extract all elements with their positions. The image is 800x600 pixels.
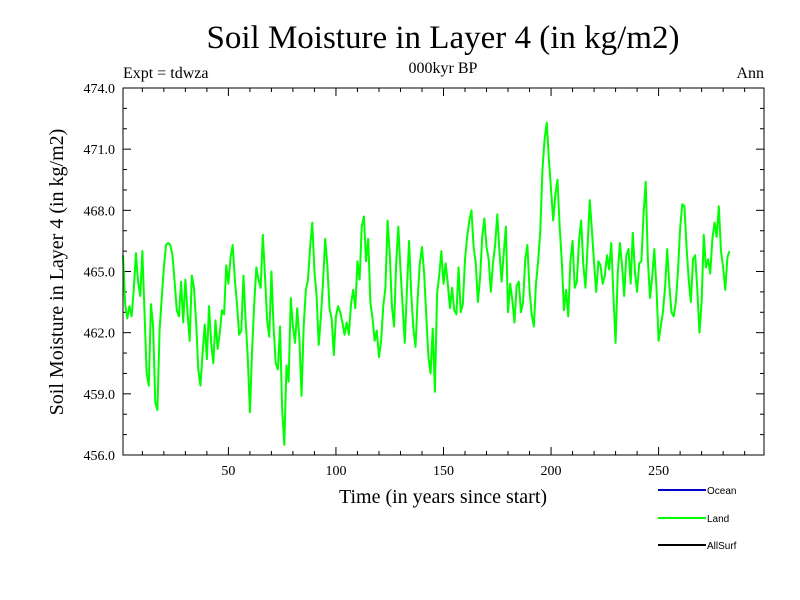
x-tick-label: 250 [648, 464, 669, 479]
x-axis-label: Time (in years since start) [339, 486, 547, 508]
y-tick-label: 474.0 [84, 82, 116, 97]
series-layer [122, 121, 731, 446]
y-tick-label: 459.0 [84, 388, 116, 403]
legend-label-ocean: Ocean [707, 486, 736, 497]
x-tick-label: 200 [541, 464, 562, 479]
x-tick-label: 100 [325, 464, 346, 479]
season-label: Ann [736, 65, 764, 82]
y-tick-label: 471.0 [84, 143, 116, 158]
y-tick-label: 456.0 [84, 449, 116, 464]
x-tick-label: 50 [221, 464, 235, 479]
legend: Ocean Land AllSurf [658, 486, 737, 552]
y-tick-label: 465.0 [84, 266, 116, 281]
x-tick-label: 150 [433, 464, 454, 479]
legend-label-land: Land [707, 514, 729, 525]
series-line-land [122, 121, 731, 446]
y-tick-label: 468.0 [84, 204, 116, 219]
period-label: 000kyr BP [409, 60, 478, 77]
y-axis-label: Soil Moisture in Layer 4 (in kg/m2) [46, 129, 68, 416]
legend-label-allsurf: AllSurf [707, 541, 737, 552]
axes: 456.0 459.0 462.0 465.0 468.0 471.0 474.0 50 100… [84, 82, 764, 479]
plot-frame [122, 87, 765, 456]
experiment-label: Expt = tdwza [123, 65, 208, 82]
y-tick-label: 462.0 [84, 327, 116, 342]
chart-title: Soil Moisture in Layer 4 (in kg/m2) [207, 20, 680, 56]
